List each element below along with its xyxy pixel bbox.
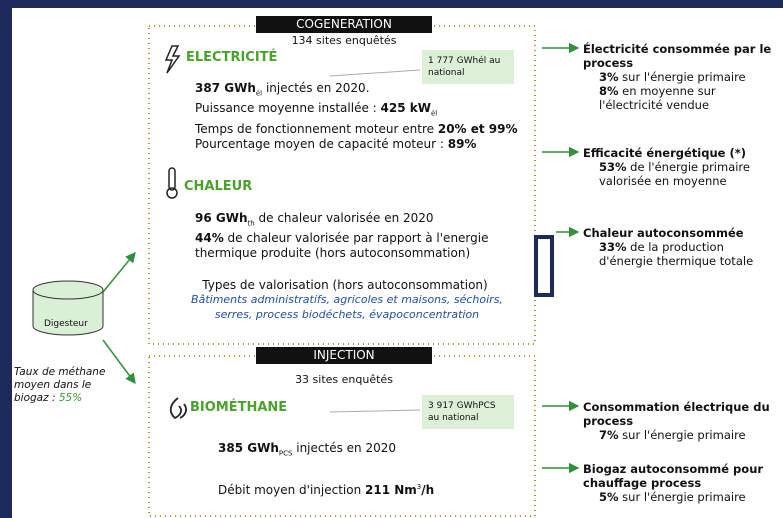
text-piece: sur l'énergie primaire — [619, 428, 746, 442]
national-box: 3 917 GWhPCS au national — [422, 395, 514, 429]
text-piece: 385 GWh — [218, 441, 279, 455]
digester-label: Digesteur — [44, 319, 88, 329]
indicator-title: Biogaz autoconsommé pour chauffage proce… — [583, 462, 781, 490]
text-piece: 44% — [195, 231, 224, 245]
text-line: Temps de fonctionnement moteur entre 20%… — [195, 122, 520, 137]
section-header: COGENERATION — [256, 16, 432, 33]
text-piece: 7% — [599, 428, 619, 442]
sites-count: 134 sites enquêtés — [256, 33, 432, 48]
indicator-line: 3% sur l'énergie primaire — [583, 70, 781, 84]
indicator-line: 7% sur l'énergie primaire — [583, 428, 781, 442]
text-piece: 1 777 GWh — [428, 56, 478, 66]
text-piece: de chaleur valorisée en 2020 — [255, 211, 434, 225]
text-piece: 55% — [59, 392, 82, 404]
text-piece: 5% — [599, 490, 619, 504]
text-piece: Débit moyen d'injection — [218, 483, 365, 497]
text-piece: 53% — [599, 160, 627, 174]
text-line: 96 GWhth de chaleur valorisée en 2020 — [195, 211, 515, 231]
text-piece: sur l'énergie primaire — [619, 490, 746, 504]
text-piece: 211 Nm — [365, 483, 417, 497]
text-piece: 33% — [599, 240, 627, 254]
text-line: Débit moyen d'injection 211 Nm3/h — [218, 470, 518, 507]
text-piece: /h — [421, 483, 434, 497]
text-piece: 8% — [599, 84, 619, 98]
indicator: Biogaz autoconsommé pour chauffage proce… — [583, 462, 781, 504]
text-piece: sur l'énergie primaire — [619, 70, 746, 84]
section-title: CHALEUR — [184, 179, 252, 194]
section-title: ELECTRICITÉ — [186, 50, 277, 65]
text-piece: Temps de fonctionnement moteur entre — [195, 122, 438, 136]
text-line: Puissance moyenne installée : 425 kWél — [195, 101, 520, 121]
text-piece: 89% — [448, 137, 477, 151]
text-piece: 387 GWh — [195, 81, 256, 95]
page: COGENERATION 134 sites enquêtés ELECTRIC… — [0, 0, 783, 518]
section-header: INJECTION — [256, 347, 432, 364]
text-piece: PCS — [279, 449, 293, 457]
text-piece: 425 kW — [381, 101, 431, 115]
text-piece: 3% — [599, 70, 619, 84]
text-piece: au national — [428, 413, 479, 423]
text-piece: th — [248, 219, 255, 227]
text-line: 385 GWhPCS injectés en 2020 — [218, 431, 518, 470]
indicator-title: Consommation électrique du process — [583, 400, 781, 428]
indicator-line: 5% sur l'énergie primaire — [583, 490, 781, 504]
text-piece: Pourcentage moyen de capacité moteur : — [195, 137, 448, 151]
text-line: Pourcentage moyen de capacité moteur : 8… — [195, 137, 520, 152]
digester-note: Taux de méthane moyen dans le biogaz : 5… — [14, 366, 109, 405]
indicator-title: Électricité consommée par le process — [583, 42, 781, 70]
indicator-line: 8% en moyenne sur l'électricité vendue — [583, 84, 781, 112]
indicator-line: 53% de l'énergie primaire valorisée en m… — [583, 160, 781, 188]
indicator-line: 33% de la production d'énergie thermique… — [583, 240, 781, 268]
section-title: BIOMÉTHANE — [190, 400, 287, 415]
text-piece: 3 917 GWh — [428, 401, 478, 411]
text-piece: PCS — [478, 401, 495, 411]
text-piece: de chaleur valorisée par rapport à l'ene… — [195, 231, 488, 260]
text-line: 44% de chaleur valorisée par rapport à l… — [195, 231, 515, 261]
types-list: Bâtiments administratifs, agricoles et m… — [182, 292, 512, 322]
indicator: Efficacité énergétique (*)53% de l'énerg… — [583, 146, 781, 188]
text-line: 387 GWhél injectés en 2020. — [195, 81, 520, 101]
text-piece: Puissance moyenne installée : — [195, 101, 381, 115]
text-piece: él — [431, 110, 437, 118]
text-piece: injectés en 2020 — [292, 441, 396, 455]
sites-count: 33 sites enquêtés — [256, 372, 432, 387]
text-piece: injectés en 2020. — [262, 81, 369, 95]
text-piece: 20% et 99% — [438, 122, 518, 136]
national-box: 1 777 GWhél au national — [422, 50, 514, 84]
indicator-title: Efficacité énergétique (*) — [583, 146, 781, 160]
text-block: 387 GWhél injectés en 2020.Puissance moy… — [195, 81, 520, 152]
text-piece: 96 GWh — [195, 211, 248, 225]
indicator-title: Chaleur autoconsommée — [583, 226, 781, 240]
types-title: Types de valorisation (hors autoconsomma… — [180, 278, 510, 293]
